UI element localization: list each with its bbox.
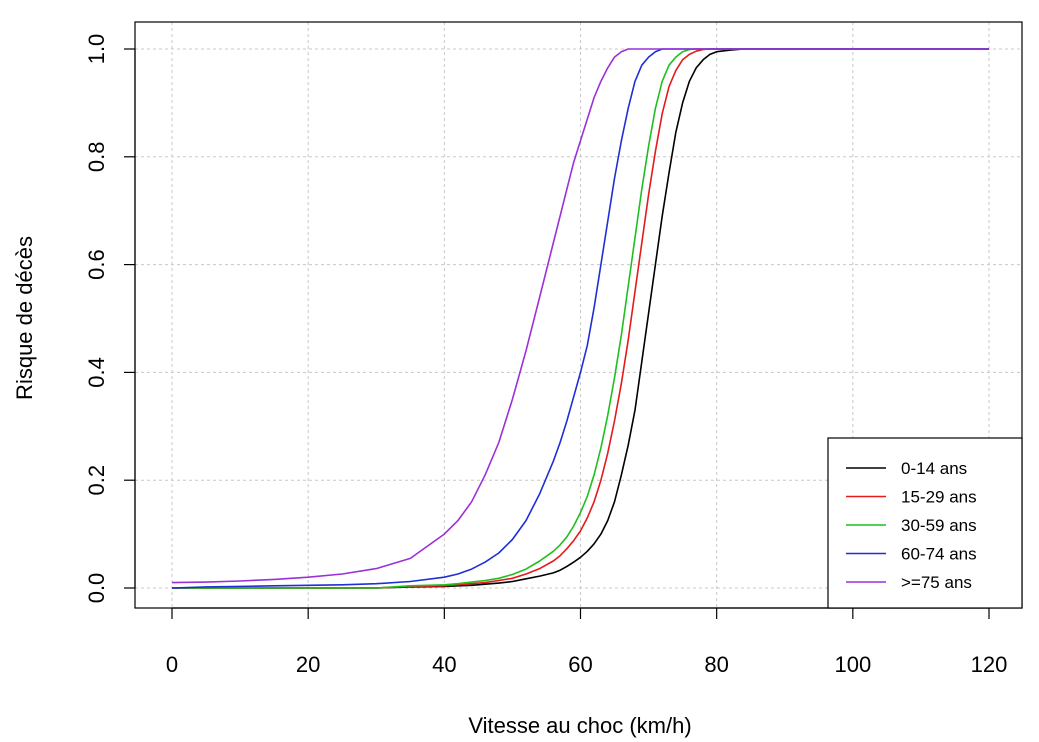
series-lines — [171, 48, 989, 589]
x-axis-label: Vitesse au choc (km/h) — [468, 713, 691, 738]
x-tick-label: 0 — [166, 652, 178, 677]
series-line-4 — [171, 48, 989, 584]
y-tick-label: 0.8 — [84, 142, 109, 173]
y-axis-label: Risque de décès — [12, 236, 37, 400]
legend-label: 60-74 ans — [901, 545, 977, 564]
x-tick-label: 80 — [704, 652, 728, 677]
x-tick-label: 60 — [568, 652, 592, 677]
x-tick-label: 20 — [296, 652, 320, 677]
legend-label: 0-14 ans — [901, 459, 967, 478]
x-tick-label: 120 — [971, 652, 1008, 677]
legend-label: 30-59 ans — [901, 516, 977, 535]
y-tick-label: 0.4 — [84, 357, 109, 388]
legend-label: >=75 ans — [901, 573, 972, 592]
y-tick-label: 0.0 — [84, 573, 109, 604]
x-tick-label: 100 — [834, 652, 871, 677]
x-tick-label: 40 — [432, 652, 456, 677]
y-tick-label: 0.6 — [84, 249, 109, 280]
y-tick-label: 0.2 — [84, 465, 109, 496]
legend: 0-14 ans 15-29 ans 30-59 ans 60-74 ans >=75 … — [827, 437, 1023, 609]
legend-label: 15-29 ans — [901, 488, 977, 507]
y-tick-label: 1.0 — [84, 34, 109, 65]
legend-box — [827, 437, 1023, 609]
